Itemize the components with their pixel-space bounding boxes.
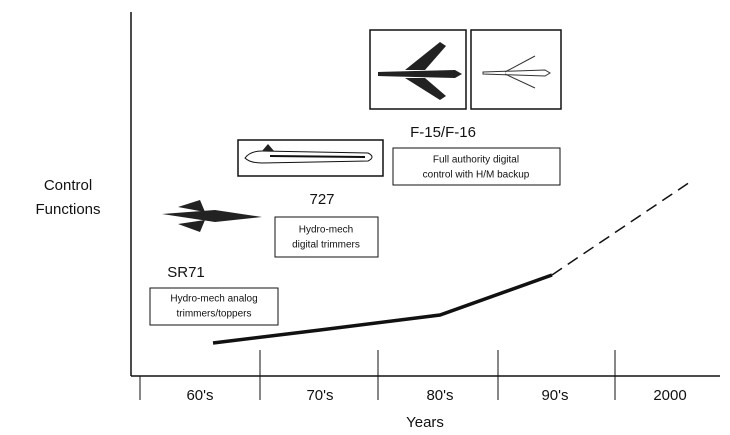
y-axis-label: Control (44, 177, 92, 194)
milestone-caption: digital trimmers (292, 240, 360, 251)
milestone-caption: control with H/M backup (423, 170, 530, 181)
milestone-caption: Hydro-mech (299, 225, 353, 236)
milestone-caption: trimmers/toppers (176, 309, 251, 320)
aircraft-frame (471, 30, 561, 109)
x-axis-label: Years (406, 414, 444, 431)
period-label: 70's (306, 387, 333, 404)
period-label: 2000 (653, 387, 686, 404)
period-label: 60's (186, 387, 213, 404)
y-axis-label: Functions (35, 201, 100, 218)
milestone-name: F-15/F-16 (410, 124, 476, 141)
milestone-caption: Hydro-mech analog (170, 294, 257, 305)
milestone-caption: Full authority digital (433, 155, 519, 166)
sr71-image (162, 200, 262, 232)
period-label: 80's (426, 387, 453, 404)
diagram: 60's 70's 80's 90's 2000 Years Control F… (0, 0, 730, 435)
trend-projection (552, 180, 693, 275)
period-label: 90's (541, 387, 568, 404)
caption-box (275, 217, 378, 257)
milestone-name: SR71 (167, 264, 205, 281)
milestone-name: 727 (309, 191, 334, 208)
